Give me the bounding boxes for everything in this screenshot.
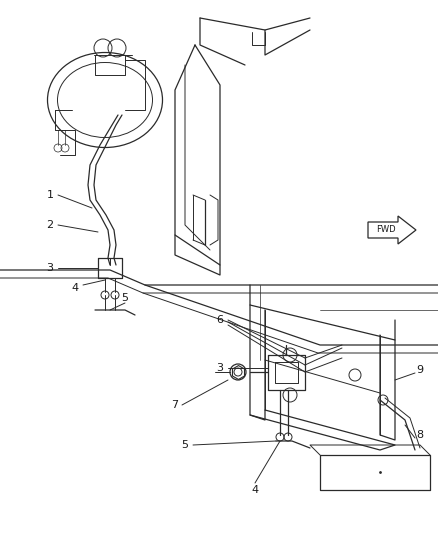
Text: 8: 8 bbox=[417, 430, 424, 440]
Text: 4: 4 bbox=[251, 485, 258, 495]
Text: 3: 3 bbox=[46, 263, 53, 273]
Text: 2: 2 bbox=[46, 220, 53, 230]
Text: 5: 5 bbox=[181, 440, 188, 450]
Text: 9: 9 bbox=[417, 365, 424, 375]
Text: 5: 5 bbox=[121, 293, 128, 303]
Text: 3: 3 bbox=[216, 363, 223, 373]
Text: 1: 1 bbox=[46, 190, 53, 200]
Text: 4: 4 bbox=[71, 283, 78, 293]
Text: 7: 7 bbox=[171, 400, 179, 410]
Text: 6: 6 bbox=[216, 315, 223, 325]
Text: FWD: FWD bbox=[376, 225, 396, 235]
